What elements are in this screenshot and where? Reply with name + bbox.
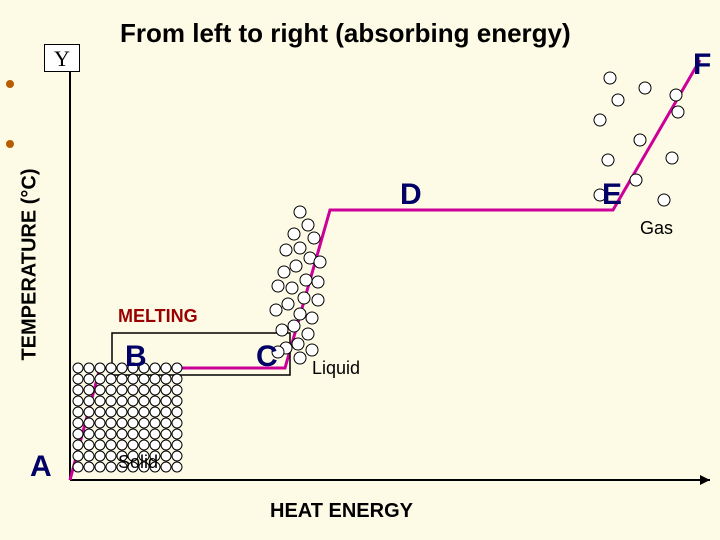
label-e: E (602, 178, 622, 212)
solid-label: Solid (118, 452, 158, 473)
slide-bullet-icon (6, 80, 14, 88)
slide-bullet-icon (6, 140, 14, 148)
label-d: D (400, 178, 422, 212)
main-title: From left to right (absorbing energy) (120, 18, 571, 49)
label-c: C (256, 340, 278, 374)
y-marker: Y (44, 44, 80, 72)
y-axis-label: TEMPERATURE (°C) (19, 165, 42, 365)
label-b: B (125, 340, 147, 374)
label-f: F (693, 48, 711, 82)
label-a: A (30, 450, 52, 484)
liquid-label: Liquid (312, 358, 360, 379)
x-axis-label: HEAT ENERGY (270, 500, 413, 523)
melting-label: MELTING (118, 306, 198, 327)
diagram-svg (0, 0, 720, 540)
gas-label: Gas (640, 218, 673, 239)
